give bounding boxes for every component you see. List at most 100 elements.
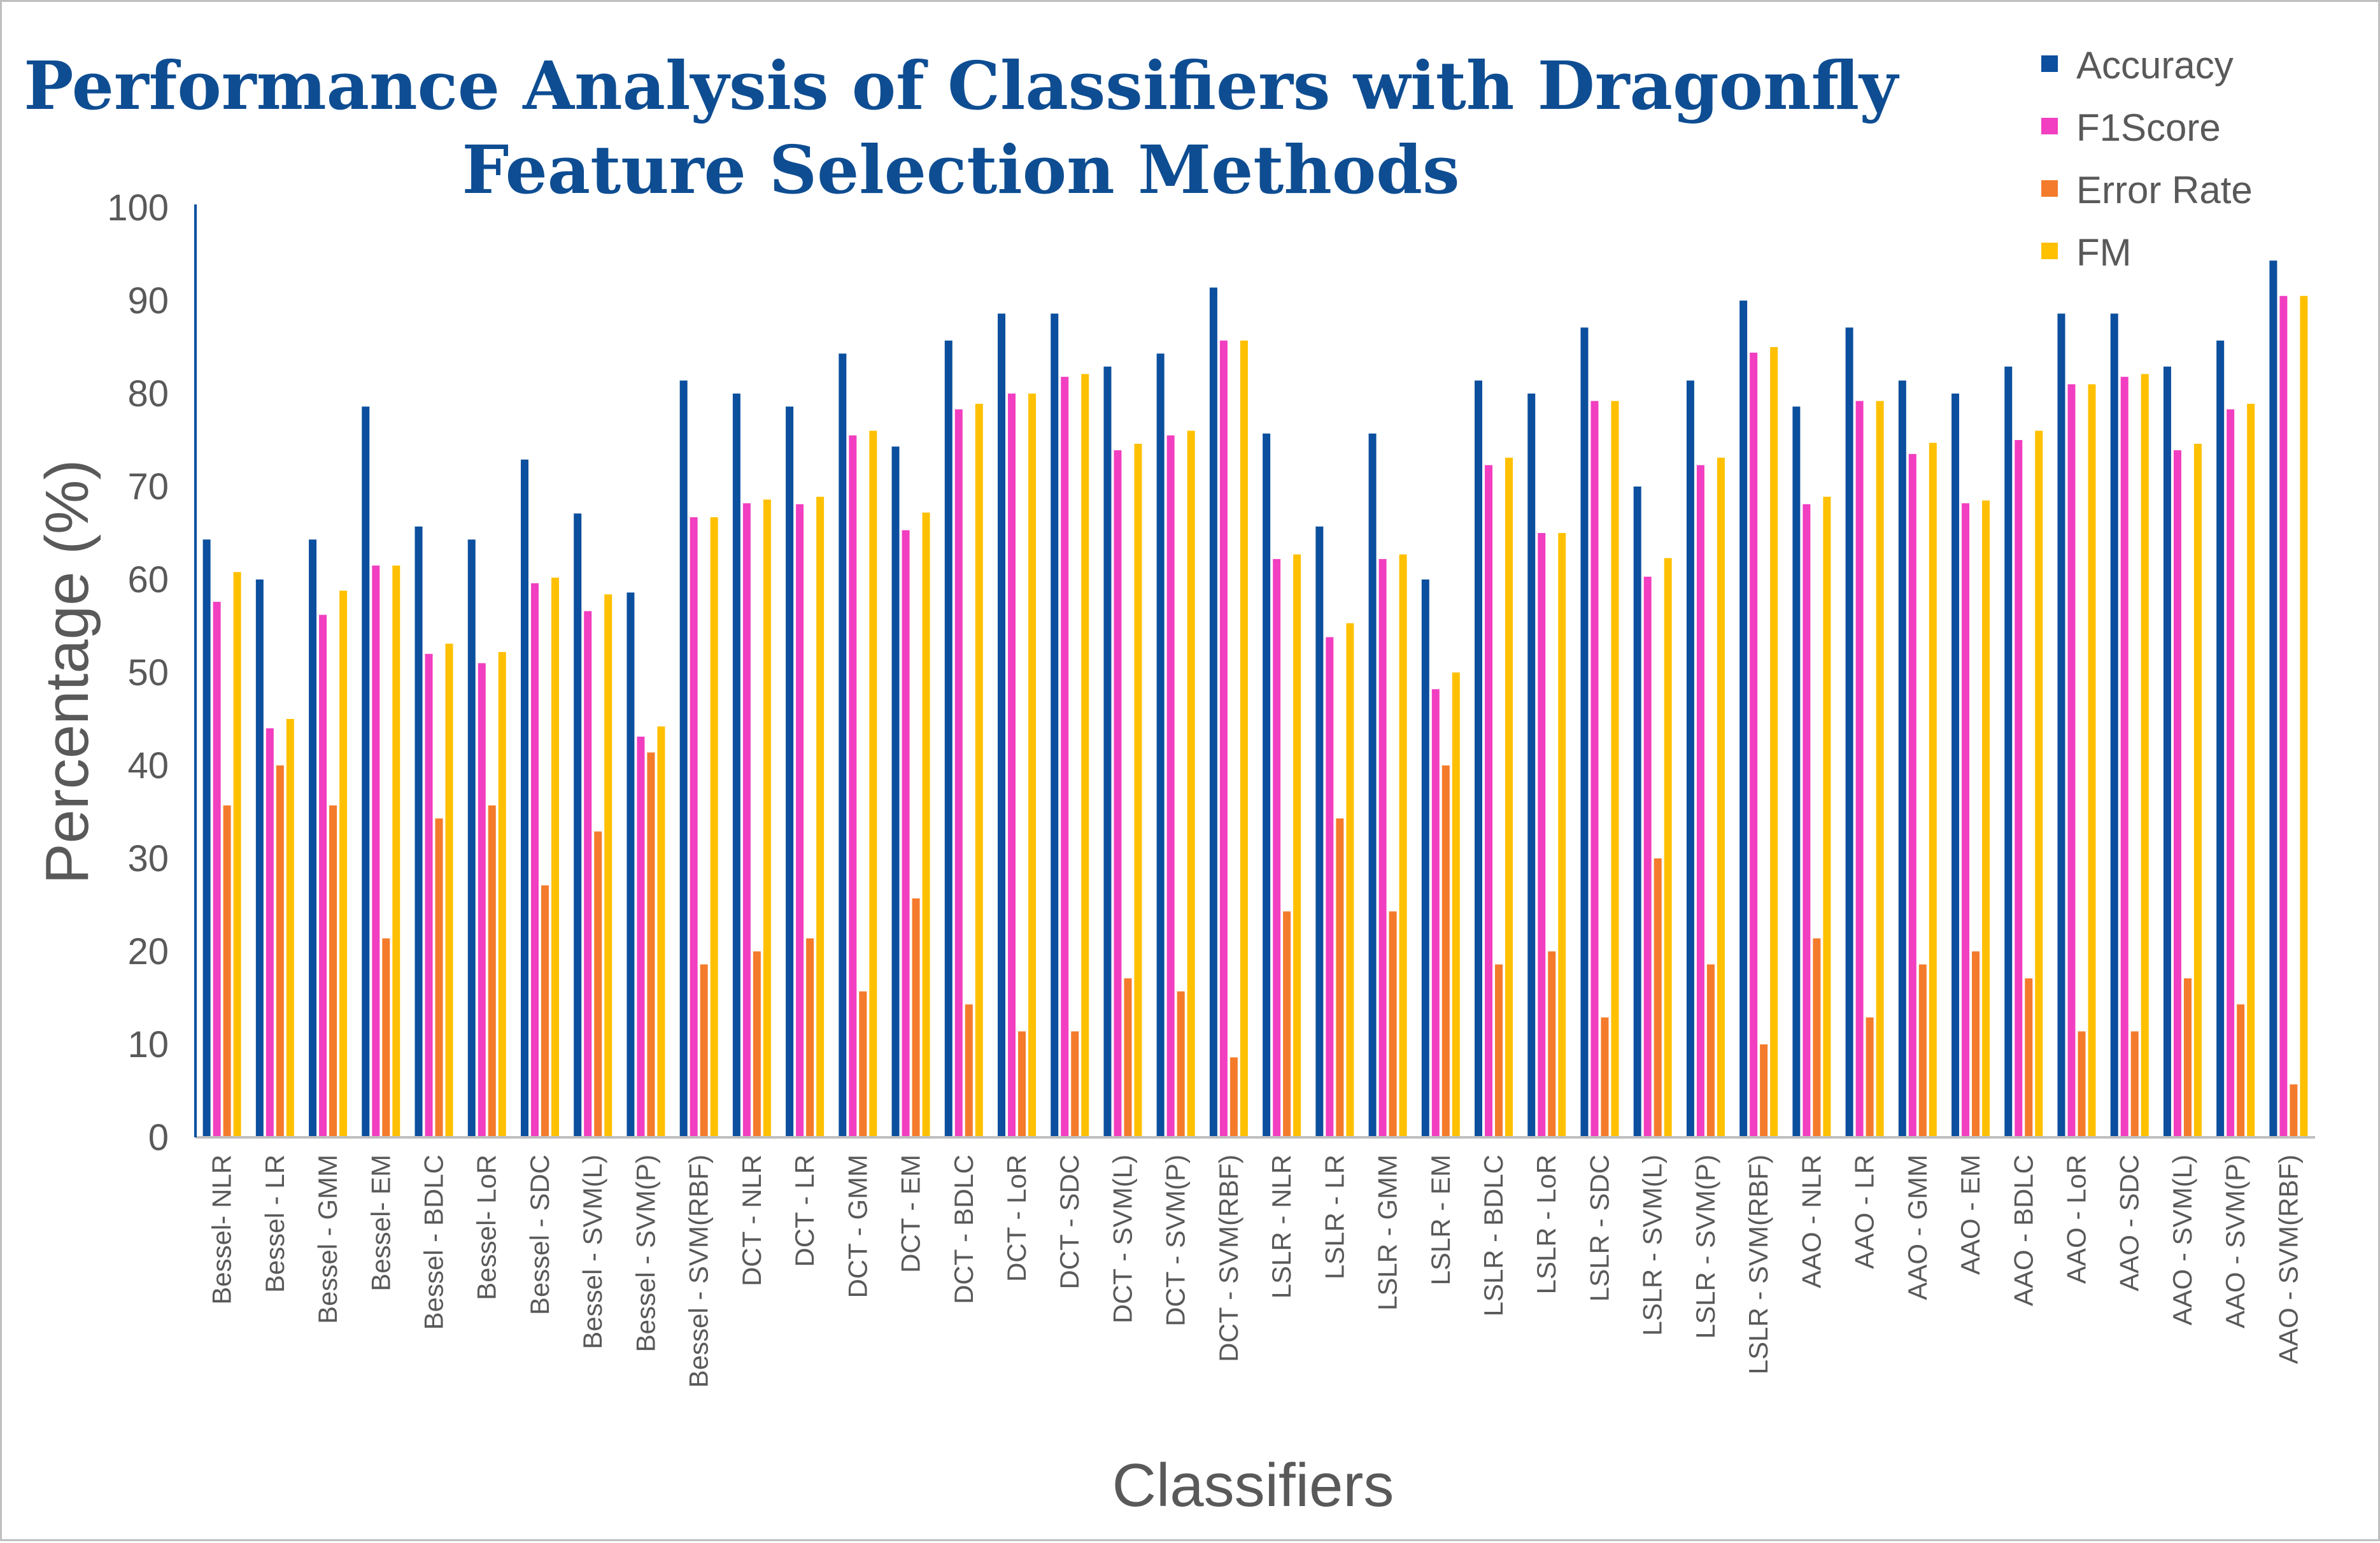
bar-error-rate xyxy=(806,938,814,1137)
bar-error-rate xyxy=(965,1004,973,1137)
bar-fm xyxy=(657,726,665,1137)
bar-accuracy xyxy=(2110,313,2118,1138)
x-axis-label: Classifiers xyxy=(1112,1451,1394,1519)
legend-swatch xyxy=(2041,55,2058,72)
x-tick-label: Bessel- EM xyxy=(365,1155,395,1291)
bar-fm xyxy=(551,578,559,1137)
bar-f1score xyxy=(1696,465,1704,1138)
y-tick-label: 90 xyxy=(127,280,169,322)
x-tick-label: Bessel- NLR xyxy=(207,1155,237,1305)
y-tick-label: 10 xyxy=(127,1024,169,1065)
bar-fm xyxy=(2193,443,2202,1137)
bar-accuracy xyxy=(839,353,847,1137)
bar-fm xyxy=(2300,295,2308,1138)
bar-f1score xyxy=(372,565,380,1137)
bar-accuracy xyxy=(1368,433,1377,1137)
bar-fm xyxy=(1346,623,1354,1137)
y-tick-label: 70 xyxy=(127,466,169,508)
bar-accuracy xyxy=(944,340,953,1137)
bar-fm xyxy=(339,590,348,1137)
x-tick-label: DCT - SVM(P) xyxy=(1161,1155,1191,1326)
bar-error-rate xyxy=(1283,911,1291,1137)
bar-error-rate xyxy=(2183,978,2192,1137)
bar-f1score xyxy=(1855,401,1864,1138)
bar-f1score xyxy=(954,409,963,1137)
x-tick-label: AAO - EM xyxy=(1955,1155,1985,1275)
x-tick-label: LSLR - EM xyxy=(1426,1155,1456,1285)
bar-fm xyxy=(2088,384,2096,1137)
bar-fm xyxy=(1240,340,1248,1137)
y-axis-label: Percentage (%) xyxy=(33,460,101,885)
bar-error-rate xyxy=(1760,1044,1768,1137)
x-tick-label: LSLR - SDC xyxy=(1584,1155,1614,1302)
bar-error-rate xyxy=(1124,978,1132,1137)
bar-accuracy xyxy=(1580,327,1589,1137)
bar-accuracy xyxy=(1792,406,1801,1138)
bar-error-rate xyxy=(1177,991,1185,1137)
x-tick-label: DCT - EM xyxy=(896,1155,926,1273)
bar-accuracy xyxy=(732,394,740,1137)
bar-accuracy xyxy=(2216,340,2225,1137)
bar-error-rate xyxy=(2237,1004,2245,1137)
bar-fm xyxy=(1293,554,1301,1137)
bar-fm xyxy=(763,499,771,1137)
bar-error-rate xyxy=(1813,938,1821,1137)
bar-error-rate xyxy=(2078,1031,2086,1137)
bar-error-rate xyxy=(488,805,496,1137)
bar-fm xyxy=(1081,374,1089,1137)
bar-error-rate xyxy=(2025,978,2033,1137)
x-tick-label: LSLR - SVM(RBF) xyxy=(1743,1155,1773,1374)
bar-accuracy xyxy=(1845,327,1853,1137)
bar-error-rate xyxy=(1972,951,1980,1137)
x-tick-label: Bessel - SDC xyxy=(525,1155,555,1315)
x-tick-label: LSLR - LoR xyxy=(1531,1155,1561,1294)
bar-accuracy xyxy=(2269,260,2277,1138)
x-tick-label: AAO - GMM xyxy=(1902,1155,1932,1300)
bar-accuracy xyxy=(627,592,635,1137)
bar-error-rate xyxy=(1229,1057,1238,1137)
bar-fm xyxy=(1770,347,1778,1137)
bar-error-rate xyxy=(541,885,549,1137)
bar-accuracy xyxy=(1156,353,1165,1137)
bar-error-rate xyxy=(2130,1031,2139,1137)
bar-accuracy xyxy=(891,446,900,1137)
bar-fm xyxy=(233,572,241,1137)
bar-error-rate xyxy=(1017,1031,1026,1137)
bar-f1score xyxy=(1643,576,1652,1137)
bar-f1score xyxy=(1750,352,1758,1137)
bar-fm xyxy=(604,594,613,1137)
bar-error-rate xyxy=(647,752,655,1137)
x-tick-label: AAO - BDLC xyxy=(2008,1155,2038,1306)
legend-swatch xyxy=(2041,118,2058,134)
bar-f1score xyxy=(1219,340,1228,1137)
bar-f1score xyxy=(690,517,698,1137)
bar-f1score xyxy=(1803,504,1811,1137)
y-tick-label: 20 xyxy=(127,931,169,972)
bar-fm xyxy=(445,643,453,1137)
bar-f1score xyxy=(2120,376,2129,1137)
bar-accuracy xyxy=(1421,580,1429,1137)
bar-error-rate xyxy=(1495,964,1503,1137)
bar-fm xyxy=(2035,430,2043,1137)
x-tick-label: AAO - SVM(L) xyxy=(2167,1155,2197,1325)
x-tick-label: AAO - LR xyxy=(1850,1155,1880,1269)
bar-fm xyxy=(869,430,877,1137)
x-tick-label: AAO - SVM(RBF) xyxy=(2273,1155,2303,1364)
bar-fm xyxy=(1028,394,1036,1137)
bar-error-rate xyxy=(700,964,708,1137)
bar-error-rate xyxy=(1071,1031,1079,1137)
legend: Accuracy F1Score Error Rate FM xyxy=(2041,44,2253,274)
x-tick-label: Bessel- LoR xyxy=(472,1155,502,1300)
bar-f1score xyxy=(2279,295,2288,1138)
bar-error-rate xyxy=(594,831,602,1137)
bar-fm xyxy=(710,517,718,1137)
bar-f1score xyxy=(1007,394,1016,1137)
bar-accuracy xyxy=(1475,380,1483,1137)
bar-accuracy xyxy=(1315,526,1324,1137)
bar-f1score xyxy=(742,503,751,1137)
bar-accuracy xyxy=(1951,394,1960,1137)
bar-error-rate xyxy=(912,898,920,1137)
bar-f1score xyxy=(1962,503,1970,1137)
x-tick-label: LSLR - GMM xyxy=(1373,1155,1403,1311)
